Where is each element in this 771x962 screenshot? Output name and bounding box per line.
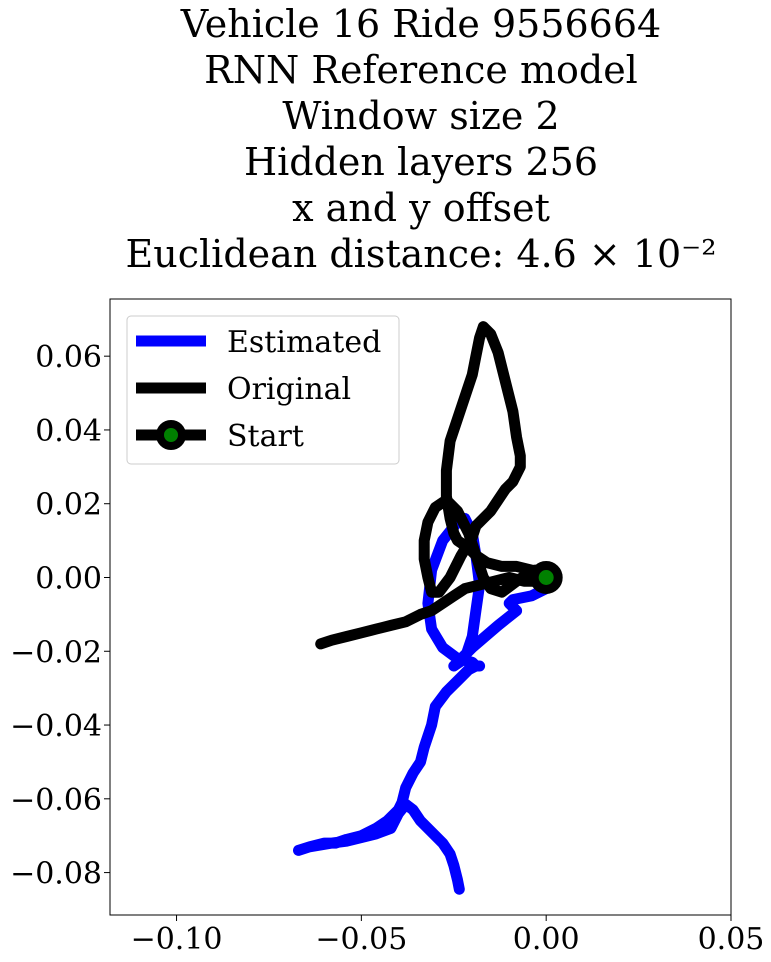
y-tick-label: −0.02	[10, 635, 102, 670]
axes-frame	[109, 298, 732, 916]
y-tick-label: −0.04	[10, 709, 102, 744]
start-marker	[529, 560, 563, 594]
title-line-4: x and y offset	[292, 186, 550, 230]
legend-box	[126, 315, 400, 465]
title-line-0: Vehicle 16 Ride 9556664	[180, 2, 661, 46]
y-tick-label: 0.04	[35, 414, 102, 449]
legend-label-start: Start	[227, 419, 304, 454]
title-line-2: Window size 2	[282, 94, 559, 138]
y-tick-label: −0.08	[10, 857, 102, 892]
title-line-3: Hidden layers 256	[244, 140, 598, 184]
series-line-original	[315, 321, 552, 650]
x-tick-label: −0.10	[131, 922, 223, 957]
series-line-estimated	[293, 513, 552, 895]
axes: −0.10 −0.05 0.00 0.05 0.06 0.04 0.02 0.00 −0.02 −…	[10, 298, 765, 957]
y-tick-label: 0.06	[35, 340, 102, 375]
legend: Estimated Original Start	[126, 315, 400, 465]
x-tick-label: 0.00	[513, 922, 580, 957]
legend-label-original: Original	[227, 372, 351, 407]
legend-start-marker	[156, 420, 186, 450]
title-line-1: RNN Reference model	[204, 48, 638, 92]
y-tick-label: 0.00	[35, 561, 102, 596]
x-tick-label: 0.05	[698, 922, 765, 957]
x-tick-label: −0.05	[315, 922, 407, 957]
plot-area	[293, 321, 563, 895]
legend-label-estimated: Estimated	[227, 325, 381, 360]
title-line-5: Euclidean distance: 4.6 × 10⁻²	[126, 232, 717, 276]
y-tick-label: −0.06	[10, 783, 102, 818]
y-tick-label: 0.02	[35, 488, 102, 523]
